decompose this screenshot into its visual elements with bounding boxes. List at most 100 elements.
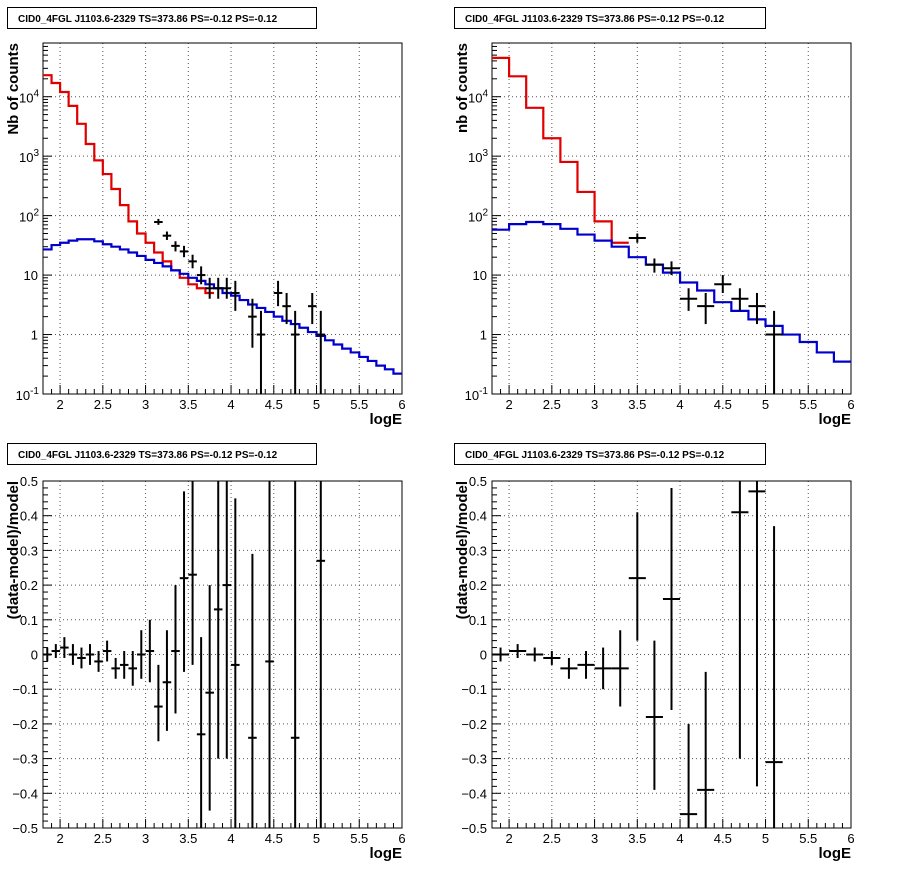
x-tick-label: 2.5 (543, 831, 561, 846)
data-point (316, 481, 326, 828)
chart-svg: 2 2.5 3 3.5 4 4.5 5 5.5 6 10-1 1 10 102 103 104 logE Nb … (5, 42, 406, 428)
x-axis-label: logE (819, 845, 852, 862)
y-tick-label: 0 (31, 648, 38, 663)
y-tick-label: 10-1 (465, 386, 489, 403)
panel-title: CID0_4FGL J1103.6-2329 TS=373.86 PS=-0.1… (7, 7, 317, 29)
data-point (102, 640, 112, 662)
x-tick-label: 2 (56, 397, 63, 412)
y-axis-label: (data-model)/model (454, 481, 471, 619)
data-point (273, 280, 283, 307)
data-point (213, 481, 223, 759)
data-point (697, 292, 715, 325)
data-point (577, 651, 595, 679)
data-point (765, 526, 783, 828)
y-tick-label: 0.2 (469, 578, 487, 593)
y-tick-label: 10 (24, 268, 38, 283)
panel-top-left: CID0_4FGL J1103.6-2329 TS=373.86 PS=-0.1… (0, 0, 449, 437)
y-tick-label: −0.5 (12, 821, 38, 836)
data-point (316, 310, 326, 394)
model-step-line (492, 56, 629, 244)
data-point (213, 277, 223, 299)
data-point (628, 233, 646, 243)
model-step-line (492, 220, 851, 363)
y-tick-label: −0.2 (12, 717, 38, 732)
x-tick-label: 2.5 (94, 831, 112, 846)
data-point (680, 288, 698, 311)
x-tick-label: 6 (847, 397, 854, 412)
data-point (731, 288, 749, 311)
y-tick-label: −0.4 (12, 786, 38, 801)
x-tick-label: 3.5 (179, 831, 197, 846)
plot-frame (42, 42, 403, 395)
data-point (94, 651, 103, 672)
y-tick-label: 0.3 (20, 543, 38, 558)
x-tick-label: 5.5 (799, 831, 817, 846)
x-tick-label: 4 (227, 397, 234, 412)
data-point (188, 254, 197, 269)
y-axis-label: Nb of counts (5, 43, 22, 135)
data-point (526, 647, 544, 662)
y-tick-label: 0.1 (469, 613, 487, 628)
plot-frame (42, 480, 403, 829)
y-tick-label: −0.1 (461, 682, 487, 697)
y-tick-label: 104 (19, 89, 39, 106)
x-tick-label: 3.5 (179, 397, 197, 412)
data-point (154, 664, 163, 742)
x-tick-label: 4.5 (714, 831, 732, 846)
chart-svg: 2 2.5 3 3.5 4 4.5 5 5.5 6 10-1 1 10 102 103 104 logE nb … (454, 42, 855, 428)
x-tick-label: 4 (227, 831, 234, 846)
y-tick-label: 0.1 (20, 613, 38, 628)
data-point (265, 481, 274, 828)
data-point (680, 723, 698, 828)
x-tick-label: 5 (313, 831, 320, 846)
chart-svg: 2 2.5 3 3.5 4 4.5 5 5.5 6 −0.5 −0.4 −0.3 −0.2 −0.1 0 0.… (454, 474, 855, 862)
data-point (231, 498, 240, 828)
x-tick-label: 4.5 (265, 831, 283, 846)
data-point (256, 310, 266, 394)
panel-top-right: CID0_4FGL J1103.6-2329 TS=373.86 PS=-0.1… (449, 0, 898, 437)
x-tick-label: 5.5 (350, 397, 368, 412)
panel-bottom-left: CID0_4FGL J1103.6-2329 TS=373.86 PS=-0.1… (0, 437, 449, 875)
data-point (731, 481, 749, 759)
y-tick-label: 10 (473, 268, 487, 283)
data-point (248, 553, 257, 828)
panel-title: CID0_4FGL J1103.6-2329 TS=373.86 PS=-0.1… (454, 7, 766, 29)
x-tick-label: 3.5 (628, 397, 646, 412)
chart-svg: 2 2.5 3 3.5 4 4.5 5 5.5 6 −0.5 −0.4 −0.3 −0.2 −0.1 0 0.… (5, 474, 406, 862)
y-tick-label: −0.5 (461, 821, 487, 836)
y-tick-label: 0.5 (469, 474, 487, 489)
data-point (282, 292, 291, 325)
data-point (290, 481, 300, 828)
data-point (697, 671, 715, 828)
x-tick-label: 4 (676, 397, 683, 412)
data-point (179, 491, 189, 672)
x-tick-label: 2.5 (543, 397, 561, 412)
data-point (77, 647, 86, 669)
data-point (492, 647, 510, 662)
x-axis-label: logE (819, 411, 852, 428)
x-tick-label: 3.5 (628, 831, 646, 846)
data-point (111, 657, 120, 679)
data-point (748, 292, 766, 325)
y-tick-label: 0.4 (469, 509, 487, 524)
x-tick-label: 2 (56, 831, 63, 846)
panel-title: CID0_4FGL J1103.6-2329 TS=373.86 PS=-0.1… (7, 443, 317, 465)
y-tick-label: −0.1 (12, 682, 38, 697)
data-point (645, 640, 663, 790)
model-step-line (43, 238, 402, 375)
x-axis-label: logE (370, 411, 403, 428)
data-point (205, 585, 214, 811)
x-tick-label: 5 (313, 397, 320, 412)
data-point (196, 637, 206, 828)
x-tick-label: 2.5 (94, 397, 112, 412)
data-point (179, 245, 189, 258)
data-point (248, 298, 257, 348)
y-tick-label: −0.3 (12, 752, 38, 767)
x-tick-label: 4 (676, 831, 683, 846)
x-tick-label: 3 (142, 397, 149, 412)
data-point (714, 275, 732, 293)
y-tick-label: 103 (468, 148, 488, 165)
x-tick-label: 6 (398, 397, 405, 412)
x-tick-label: 3 (591, 831, 598, 846)
y-tick-label: −0.2 (461, 717, 487, 732)
